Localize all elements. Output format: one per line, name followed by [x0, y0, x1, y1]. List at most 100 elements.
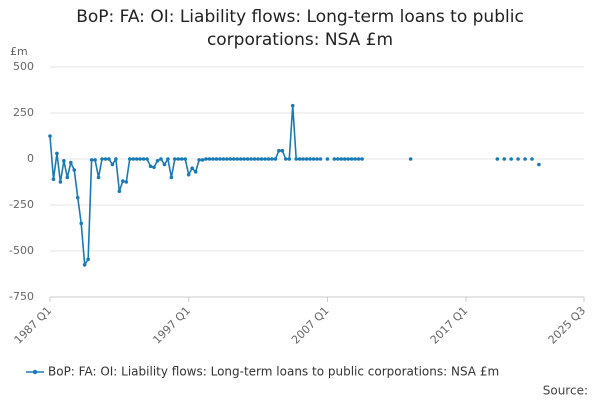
data-point: [69, 160, 73, 165]
data-point: [89, 158, 94, 162]
data-point: [325, 157, 330, 161]
data-point: [235, 157, 240, 161]
data-point: [339, 157, 344, 161]
y-tick-label: 0: [27, 152, 34, 165]
data-point: [342, 157, 347, 161]
data-point: [207, 157, 212, 161]
y-tick-label: -250: [9, 198, 34, 211]
data-point: [72, 168, 77, 172]
data-point: [55, 151, 59, 156]
y-tick-label: -500: [9, 244, 34, 257]
data-point: [121, 179, 125, 183]
data-point: [65, 175, 70, 180]
data-point: [93, 158, 97, 162]
chart-title: BoP: FA: OI: Liability flows: Long-term …: [76, 7, 524, 50]
data-point: [509, 157, 513, 161]
data-point: [79, 221, 84, 226]
data-point: [176, 157, 181, 161]
data-point: [530, 157, 534, 161]
data-point: [225, 157, 229, 161]
y-tick-label: -750: [9, 290, 34, 303]
data-point: [228, 157, 233, 161]
data-point: [51, 177, 56, 182]
data-point: [537, 162, 541, 167]
data-point: [263, 157, 267, 161]
data-point: [183, 157, 188, 161]
data-point: [127, 157, 132, 161]
data-point: [290, 103, 295, 108]
data-point: [162, 162, 167, 167]
data-point: [266, 157, 271, 161]
data-point: [336, 157, 340, 161]
data-point: [256, 157, 260, 161]
data-point: [197, 158, 201, 162]
data-point: [200, 158, 205, 162]
data-point: [169, 175, 174, 180]
data-point: [356, 157, 361, 161]
data-point: [214, 157, 219, 161]
data-point: [495, 157, 500, 161]
x-tick-label: 2007 Q1: [289, 304, 332, 347]
data-point: [294, 157, 298, 161]
data-point: [75, 195, 80, 200]
data-point: [58, 180, 63, 184]
data-point: [114, 157, 118, 161]
data-point: [245, 157, 250, 161]
data-point: [117, 189, 122, 193]
data-point: [145, 157, 149, 161]
data-point: [287, 157, 292, 161]
legend-marker: [32, 369, 38, 375]
data-point: [131, 157, 136, 161]
y-tick-label: 250: [13, 106, 34, 119]
data-point: [277, 148, 281, 153]
data-point: [86, 257, 90, 262]
data-point: [318, 157, 323, 161]
data-point: [159, 157, 163, 161]
data-point: [62, 159, 66, 163]
data-point: [96, 175, 101, 180]
data-point: [221, 157, 226, 161]
data-point: [186, 172, 191, 177]
data-point: [308, 157, 312, 161]
data-point: [502, 157, 507, 161]
data-point: [301, 157, 305, 161]
data-point: [360, 157, 364, 161]
data-point: [242, 157, 246, 161]
source: Source:: [543, 384, 588, 398]
data-point: [252, 157, 257, 161]
data-point: [193, 170, 198, 174]
y-axis-label: £m: [10, 45, 28, 58]
data-point: [523, 157, 527, 161]
x-tick-label: 2017 Q1: [428, 304, 471, 347]
data-point: [152, 165, 156, 170]
data-point: [273, 157, 278, 161]
data-point: [283, 157, 288, 161]
data-point: [82, 263, 87, 267]
data-point: [211, 157, 215, 161]
data-point: [100, 157, 104, 161]
data-point: [107, 157, 111, 161]
data-point: [138, 157, 142, 161]
data-point: [155, 159, 160, 163]
y-tick-label: 500: [13, 60, 34, 73]
series-line: [50, 106, 539, 265]
data-point: [238, 157, 243, 161]
x-tick-label: 1997 Q1: [150, 304, 193, 347]
data-point: [315, 157, 319, 161]
data-point: [353, 157, 357, 161]
data-point: [124, 180, 129, 184]
data-point: [231, 157, 236, 161]
data-point: [249, 157, 253, 161]
data-point: [103, 157, 108, 161]
data-point: [204, 157, 208, 161]
data-point: [332, 157, 337, 161]
data-point: [259, 157, 264, 161]
data-point: [516, 157, 520, 161]
data-point: [110, 162, 115, 167]
data-point: [134, 157, 139, 161]
data-point: [173, 157, 177, 161]
legend-label: BoP: FA: OI: Liability flows: Long-term …: [48, 365, 499, 379]
data-point: [270, 157, 274, 161]
